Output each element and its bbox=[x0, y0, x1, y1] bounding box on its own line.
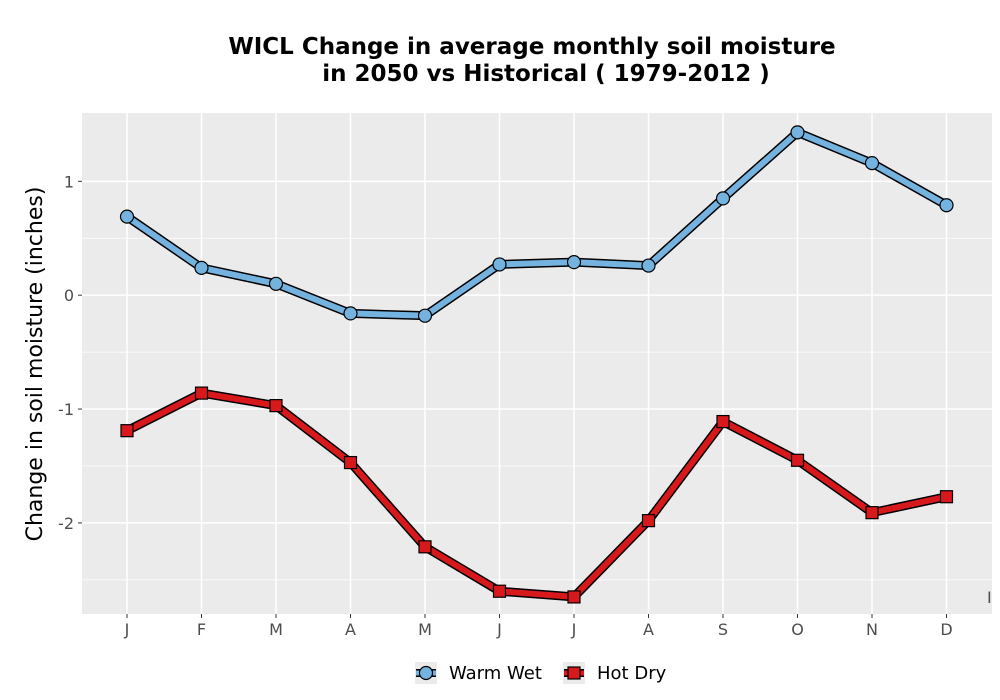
data-point bbox=[939, 490, 954, 504]
data-point bbox=[269, 399, 283, 413]
legend-item-hot-dry: Hot Dry bbox=[563, 662, 667, 684]
y-tick-label: 0 bbox=[64, 286, 74, 305]
data-point bbox=[865, 506, 879, 520]
data-point bbox=[567, 590, 581, 604]
legend-key-marker bbox=[418, 665, 434, 681]
data-point bbox=[641, 514, 656, 528]
x-tick-label: M bbox=[418, 620, 432, 639]
x-tick-label: J bbox=[496, 620, 502, 639]
series-layer bbox=[119, 125, 954, 604]
y-axis-label: Change in soil moisture (inches) bbox=[23, 187, 48, 542]
legend-key-marker bbox=[567, 666, 581, 680]
x-tick-label: N bbox=[866, 620, 878, 639]
data-point bbox=[641, 258, 656, 273]
series-warm-wet bbox=[119, 125, 954, 323]
x-tick-label: S bbox=[718, 620, 728, 639]
data-point bbox=[120, 424, 134, 438]
data-point bbox=[715, 191, 731, 206]
x-tick-label: O bbox=[791, 620, 804, 639]
series-hot-dry bbox=[120, 386, 954, 604]
chart-title-line2: in 2050 vs Historical ( 1979-2012 ) bbox=[322, 61, 769, 87]
x-tick-label: M bbox=[269, 620, 283, 639]
data-point bbox=[194, 386, 209, 400]
x-tick-label: D bbox=[940, 620, 952, 639]
grid-lines bbox=[82, 113, 992, 614]
legend-item-warm-wet: Warm Wet bbox=[415, 662, 542, 684]
data-point bbox=[716, 414, 730, 429]
data-point bbox=[492, 257, 507, 272]
x-tick-label: J bbox=[571, 620, 577, 639]
legend: Warm Wet Hot Dry bbox=[415, 662, 667, 684]
data-point bbox=[939, 198, 954, 213]
series-line bbox=[124, 129, 950, 319]
data-point bbox=[194, 260, 209, 275]
data-point bbox=[790, 453, 805, 467]
data-point bbox=[343, 455, 358, 470]
y-axis-ticks: -2 -1 0 1 bbox=[58, 172, 82, 533]
data-point bbox=[268, 276, 284, 291]
x-tick-label: F bbox=[197, 620, 206, 639]
legend-label: Hot Dry bbox=[597, 663, 667, 684]
data-point bbox=[417, 308, 433, 323]
stray-mark: I bbox=[987, 588, 992, 607]
chart-title-line1: WICL Change in average monthly soil mois… bbox=[228, 34, 835, 60]
data-point bbox=[566, 255, 582, 270]
data-point bbox=[790, 125, 805, 140]
data-point bbox=[119, 209, 135, 224]
series-line bbox=[124, 390, 950, 600]
data-point bbox=[864, 156, 880, 171]
legend-label: Warm Wet bbox=[449, 663, 542, 684]
x-tick-label: A bbox=[345, 620, 356, 639]
x-tick-label: A bbox=[643, 620, 654, 639]
y-tick-label: -1 bbox=[58, 400, 74, 419]
plot-panel bbox=[82, 113, 992, 614]
y-tick-label: 1 bbox=[64, 172, 74, 191]
data-point bbox=[418, 540, 432, 554]
x-tick-label: J bbox=[124, 620, 130, 639]
y-tick-label: -2 bbox=[58, 514, 74, 533]
data-point bbox=[343, 306, 358, 321]
data-point bbox=[492, 584, 507, 598]
